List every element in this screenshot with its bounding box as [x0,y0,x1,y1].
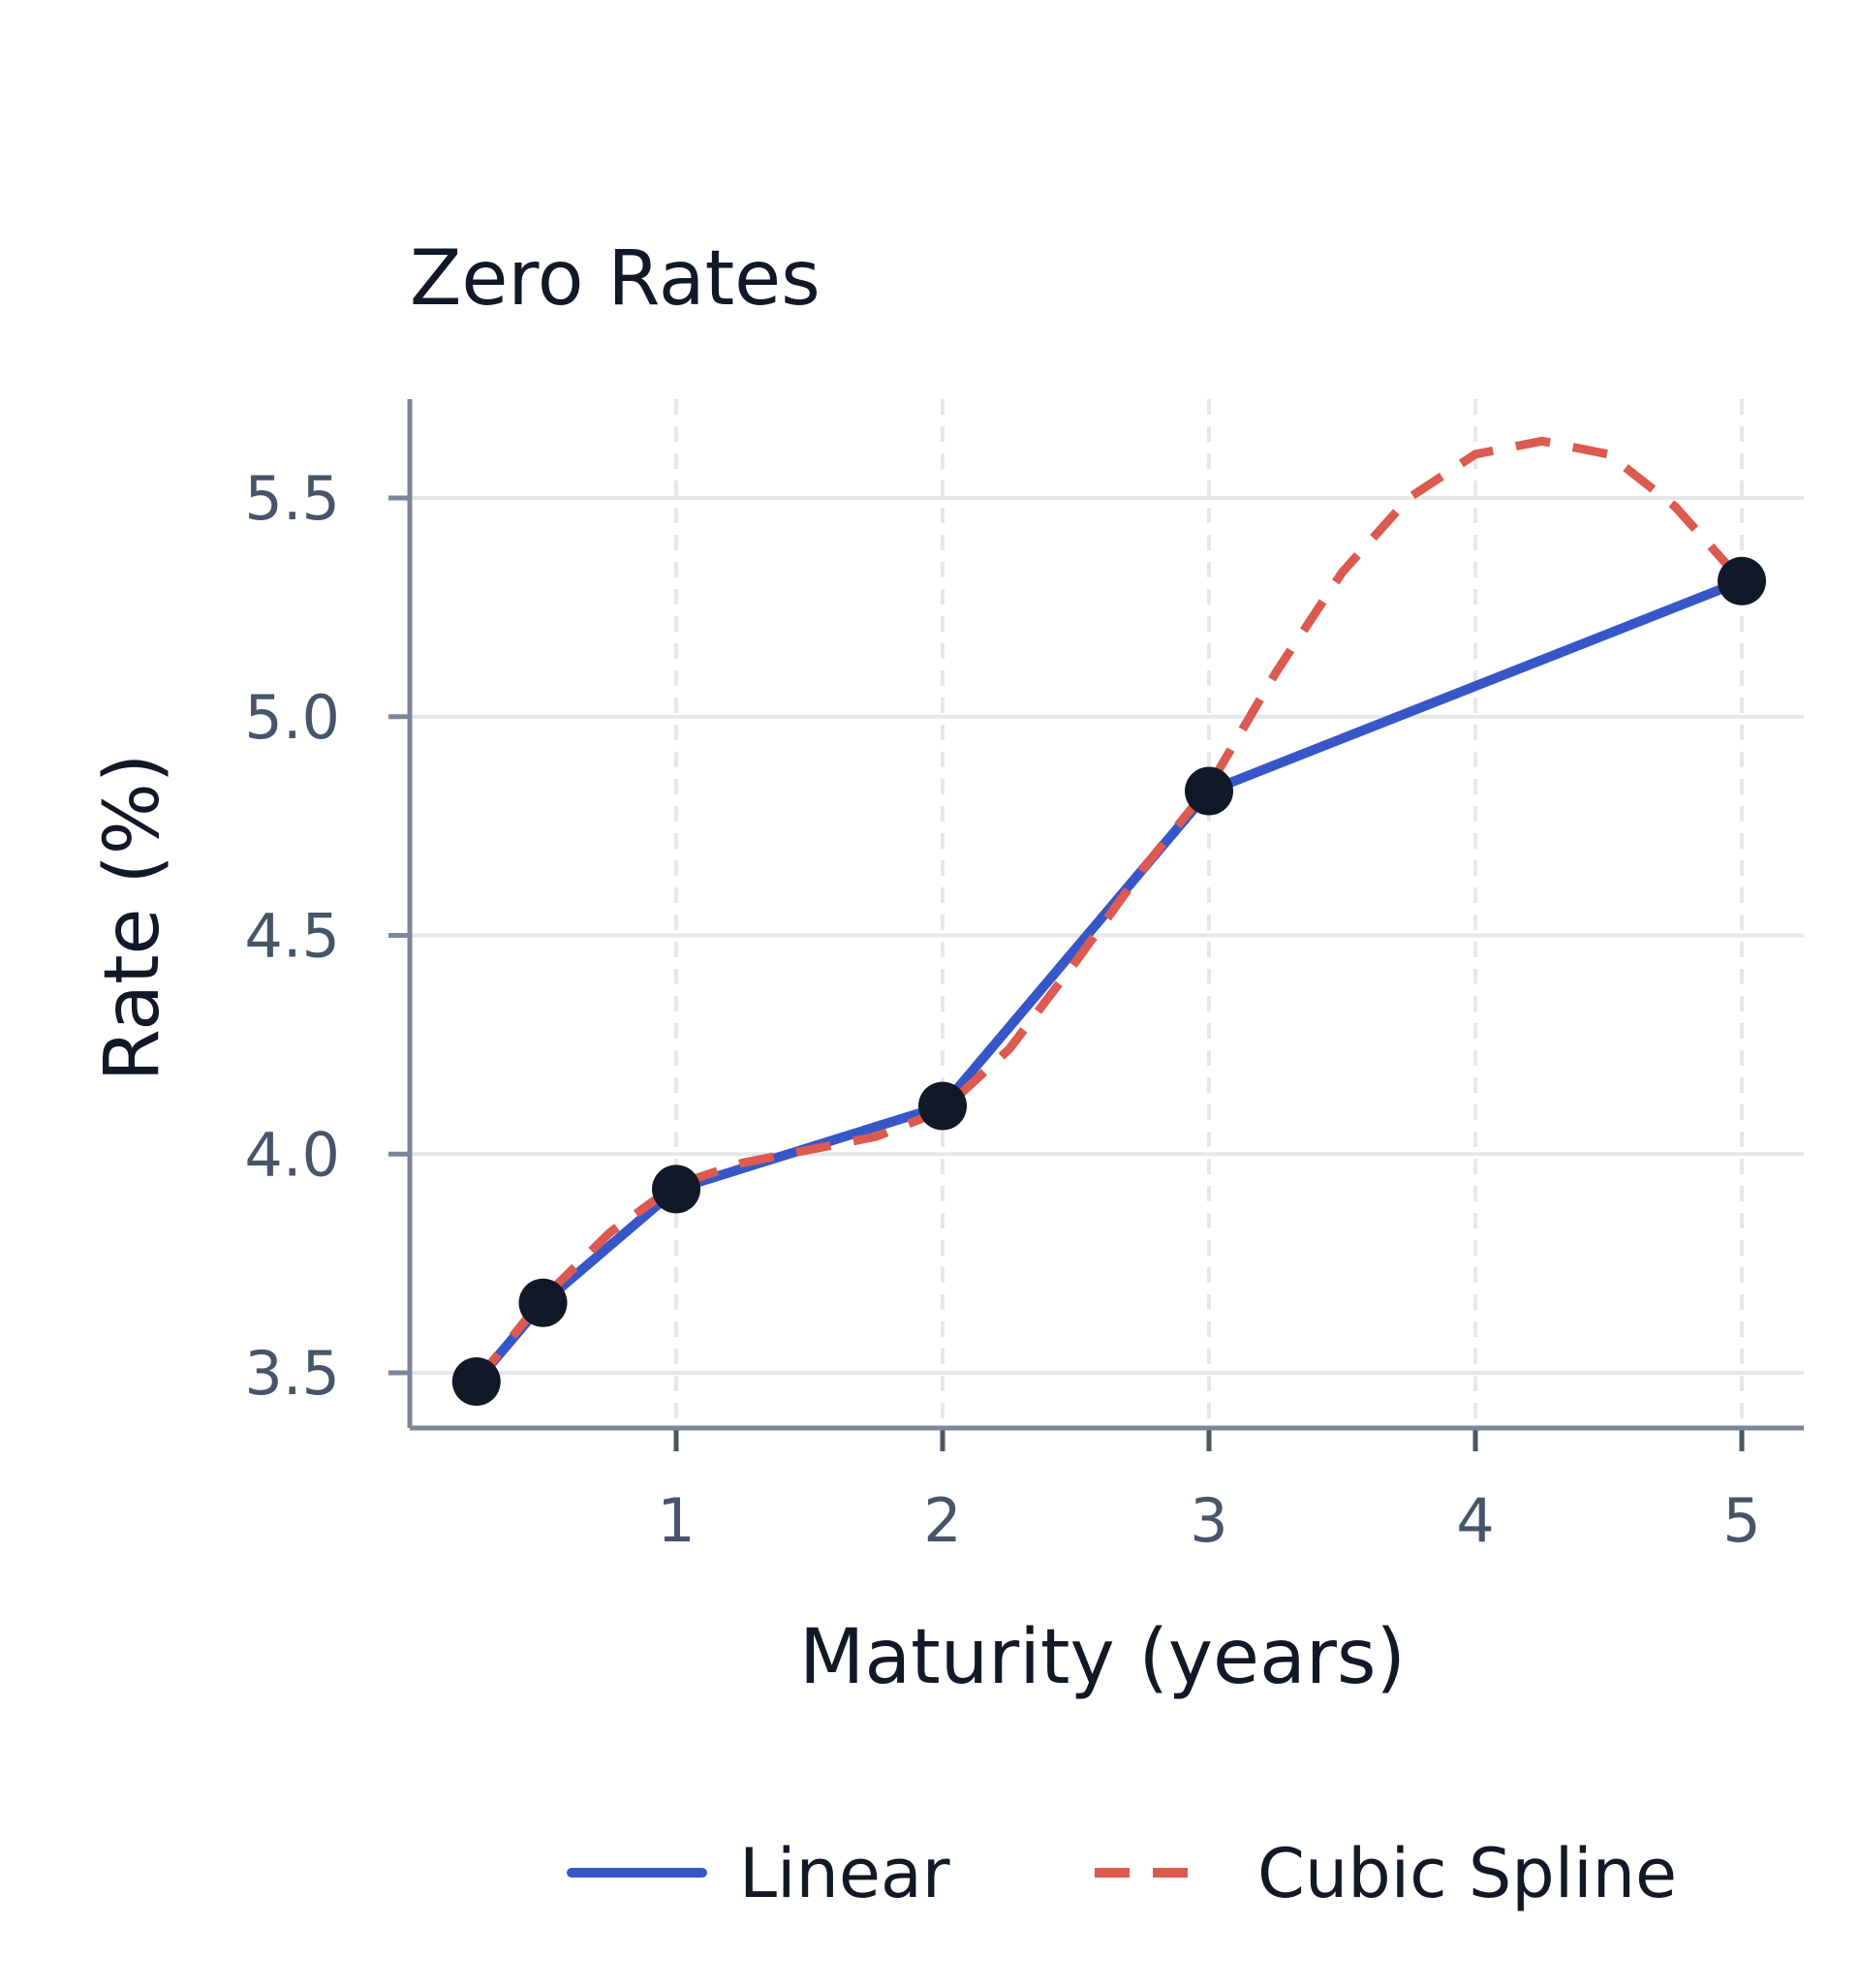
x-axis-label: Maturity (years) [799,1614,1406,1701]
legend-label-cubic-spline: Cubic Spline [1257,1834,1677,1913]
grid-lines [410,399,1804,1428]
data-point [652,1165,700,1214]
data-point [451,1357,501,1407]
data-point [518,1278,568,1327]
x-tick-label: 1 [657,1485,695,1556]
data-points [451,556,1766,1407]
x-tick-label: 2 [923,1485,961,1556]
x-tick-label: 4 [1456,1485,1494,1556]
legend-item-linear: Linear [567,1834,950,1913]
y-tick-label: 4.0 [244,1119,340,1190]
y-axis-label: Rate (%) [89,754,176,1082]
legend: Linear Cubic Spline [567,1834,1677,1913]
legend-item-cubic-spline: Cubic Spline [1095,1834,1677,1913]
data-point [1718,556,1766,606]
data-point [1185,766,1233,816]
y-tick-label: 5.0 [244,682,340,753]
chart-title: Zero Rates [410,235,821,323]
y-tick-label: 5.5 [244,463,340,534]
x-tick-label: 3 [1190,1485,1227,1556]
legend-label-linear: Linear [739,1834,950,1913]
y-tick-label: 4.5 [244,901,340,972]
x-tick-label: 5 [1722,1485,1760,1556]
y-tick-label: 3.5 [244,1338,340,1409]
axes: 3.5 4.0 4.5 5.0 5.5 1 2 3 4 5 [244,399,1804,1556]
data-point [918,1081,967,1131]
